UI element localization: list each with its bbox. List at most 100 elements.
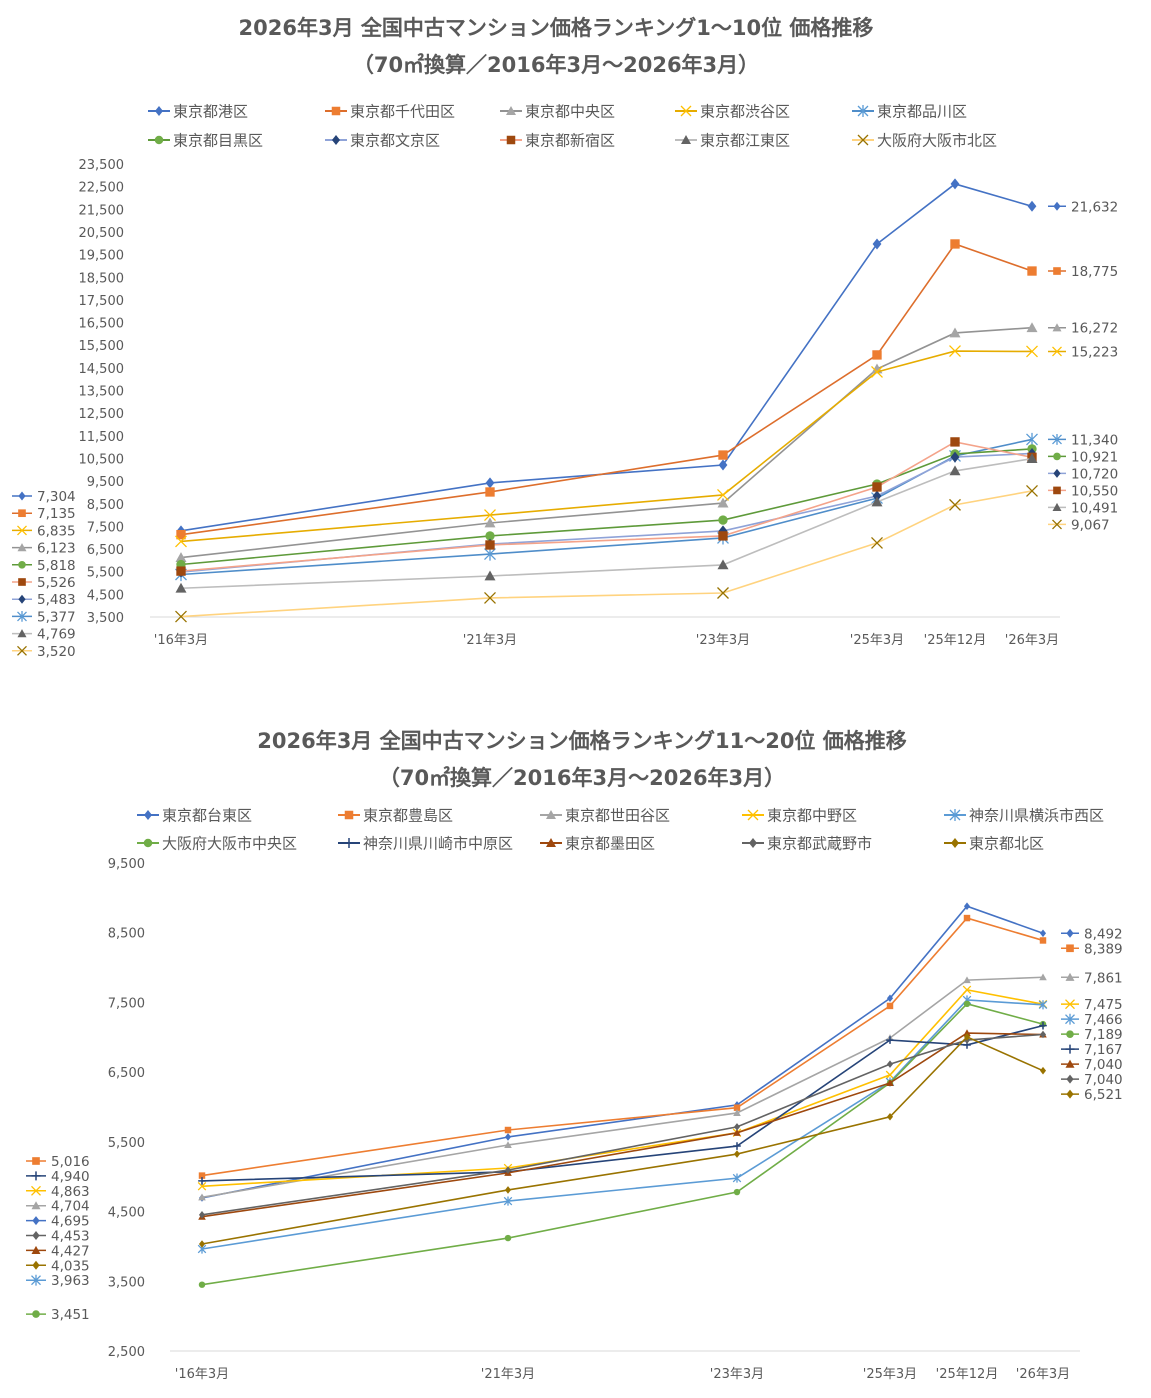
- data-point: [733, 1109, 741, 1116]
- legend-item: 東京都世田谷区: [540, 807, 670, 825]
- y-tick-label: 17,500: [79, 294, 125, 309]
- start-value-label: 5,377: [12, 609, 76, 625]
- data-point: [1027, 266, 1037, 276]
- series-神奈川県川崎市中原区: [198, 1021, 1047, 1185]
- data-point: [949, 465, 961, 476]
- start-value-label: 7,135: [12, 506, 76, 522]
- legend-item: 東京都渋谷区: [675, 103, 790, 121]
- end-value-label: 6,521: [1061, 1087, 1123, 1103]
- end-value-label: 7,040: [1061, 1072, 1123, 1088]
- legend-label: 東京都目黒区: [173, 132, 263, 150]
- data-point: [485, 477, 495, 489]
- series-line: [180, 326, 1033, 559]
- label-marker-icon: [31, 1245, 41, 1254]
- x-tick-label: '25年3月: [863, 1367, 917, 1382]
- data-point: [886, 1112, 894, 1121]
- y-tick-label: 23,500: [79, 158, 125, 173]
- data-point: [733, 1128, 741, 1136]
- legend-label: 東京都港区: [173, 103, 248, 121]
- legend-marker-plus-icon: [344, 838, 354, 848]
- chart-title: 2026年3月 全国中古マンション価格ランキング11～20位 価格推移: [257, 729, 907, 753]
- data-point: [504, 1133, 512, 1141]
- start-value-text: 7,304: [37, 489, 76, 505]
- data-point: [484, 570, 496, 581]
- data-point: [175, 582, 187, 593]
- label-marker-icon: [31, 1185, 41, 1196]
- end-value-text: 15,223: [1071, 344, 1118, 360]
- label-marker-icon: [1052, 323, 1062, 332]
- data-point: [1038, 1000, 1048, 1010]
- y-tick-label: 20,500: [79, 226, 125, 241]
- start-value-label: 5,016: [26, 1154, 90, 1170]
- start-value-label: 4,940: [26, 1169, 90, 1185]
- label-marker-icon: [31, 1201, 41, 1210]
- data-point: [871, 496, 883, 507]
- data-point: [885, 1070, 895, 1080]
- label-marker-icon: [1065, 1013, 1075, 1025]
- legend-item: 東京都品川区: [852, 103, 967, 121]
- label-marker-icon: [1052, 502, 1062, 512]
- series-line: [201, 999, 1044, 1250]
- series-line: [180, 242, 1033, 536]
- y-tick-label: 18,500: [79, 271, 125, 286]
- legend-item: 東京都台東区: [137, 807, 252, 825]
- y-tick-label: 3,500: [87, 611, 124, 626]
- data-point: [872, 350, 882, 360]
- data-point: [733, 1142, 741, 1150]
- data-point: [198, 1193, 206, 1201]
- x-tick-label: '21年3月: [463, 633, 517, 648]
- data-point: [1026, 484, 1038, 497]
- data-point: [950, 239, 960, 249]
- data-point: [485, 487, 495, 497]
- data-point: [886, 1002, 894, 1010]
- end-value-label: 10,550: [1048, 483, 1118, 499]
- data-point: [197, 1182, 207, 1191]
- legend-label: 東京都江東区: [700, 132, 790, 150]
- y-tick-label: 2,500: [108, 1345, 145, 1360]
- legend-marker-diamond-icon: [155, 106, 163, 116]
- data-point: [198, 1172, 206, 1179]
- y-tick-label: 10,500: [79, 452, 125, 467]
- series-東京都渋谷区: [175, 345, 1038, 548]
- start-value-label: 5,818: [12, 558, 76, 574]
- data-point: [198, 1240, 206, 1248]
- series-line: [180, 457, 1033, 590]
- series-東京都墨田区: [198, 1029, 1047, 1220]
- end-value-text: 7,861: [1084, 970, 1123, 986]
- legend-item: 東京都武蔵野市: [742, 835, 872, 853]
- label-marker-icon: [1066, 1030, 1074, 1038]
- label-marker-icon: [1053, 486, 1061, 495]
- legend-label: 神奈川県横浜市西区: [969, 807, 1104, 825]
- series-東京都千代田区: [176, 239, 1037, 540]
- legend-marker-triangle-icon: [546, 810, 556, 819]
- series-line: [180, 438, 1033, 576]
- end-value-label: 9,067: [1048, 517, 1110, 533]
- data-point: [504, 1186, 512, 1194]
- y-tick-label: 6,500: [87, 543, 124, 558]
- legend-marker-square-icon: [344, 810, 354, 820]
- legend-item: 神奈川県横浜市西区: [944, 807, 1104, 825]
- start-value-text: 5,016: [51, 1154, 90, 1170]
- legend-label: 東京都武蔵野市: [767, 835, 872, 853]
- end-value-label: 7,475: [1061, 997, 1123, 1013]
- legend-item: 東京都目黒区: [148, 132, 263, 150]
- data-point: [950, 437, 960, 447]
- data-point: [1027, 200, 1037, 212]
- label-marker-icon: [1052, 434, 1062, 445]
- legend-item: 東京都中央区: [500, 103, 615, 121]
- label-marker-icon: [18, 509, 26, 518]
- end-value-text: 7,040: [1084, 1057, 1123, 1073]
- chart-2: 2026年3月 全国中古マンション価格ランキング11～20位 価格推移 （70㎡換…: [26, 729, 1123, 1382]
- y-tick-label: 9,500: [108, 857, 145, 872]
- data-point: [1026, 345, 1038, 358]
- legend-marker-x-icon: [747, 809, 759, 821]
- legend-marker-diamond-icon: [749, 838, 757, 848]
- series-line: [201, 1032, 1044, 1218]
- start-value-label: 5,526: [12, 575, 76, 591]
- legend-label: 大阪府大阪市北区: [877, 132, 997, 150]
- chart-title: （70㎡換算／2016年3月～2026年3月）: [353, 53, 759, 77]
- series-東京都品川区: [175, 432, 1038, 582]
- legend-marker-circle-icon: [143, 838, 153, 848]
- data-point: [718, 450, 728, 460]
- series-東京都目黒区: [176, 444, 1037, 570]
